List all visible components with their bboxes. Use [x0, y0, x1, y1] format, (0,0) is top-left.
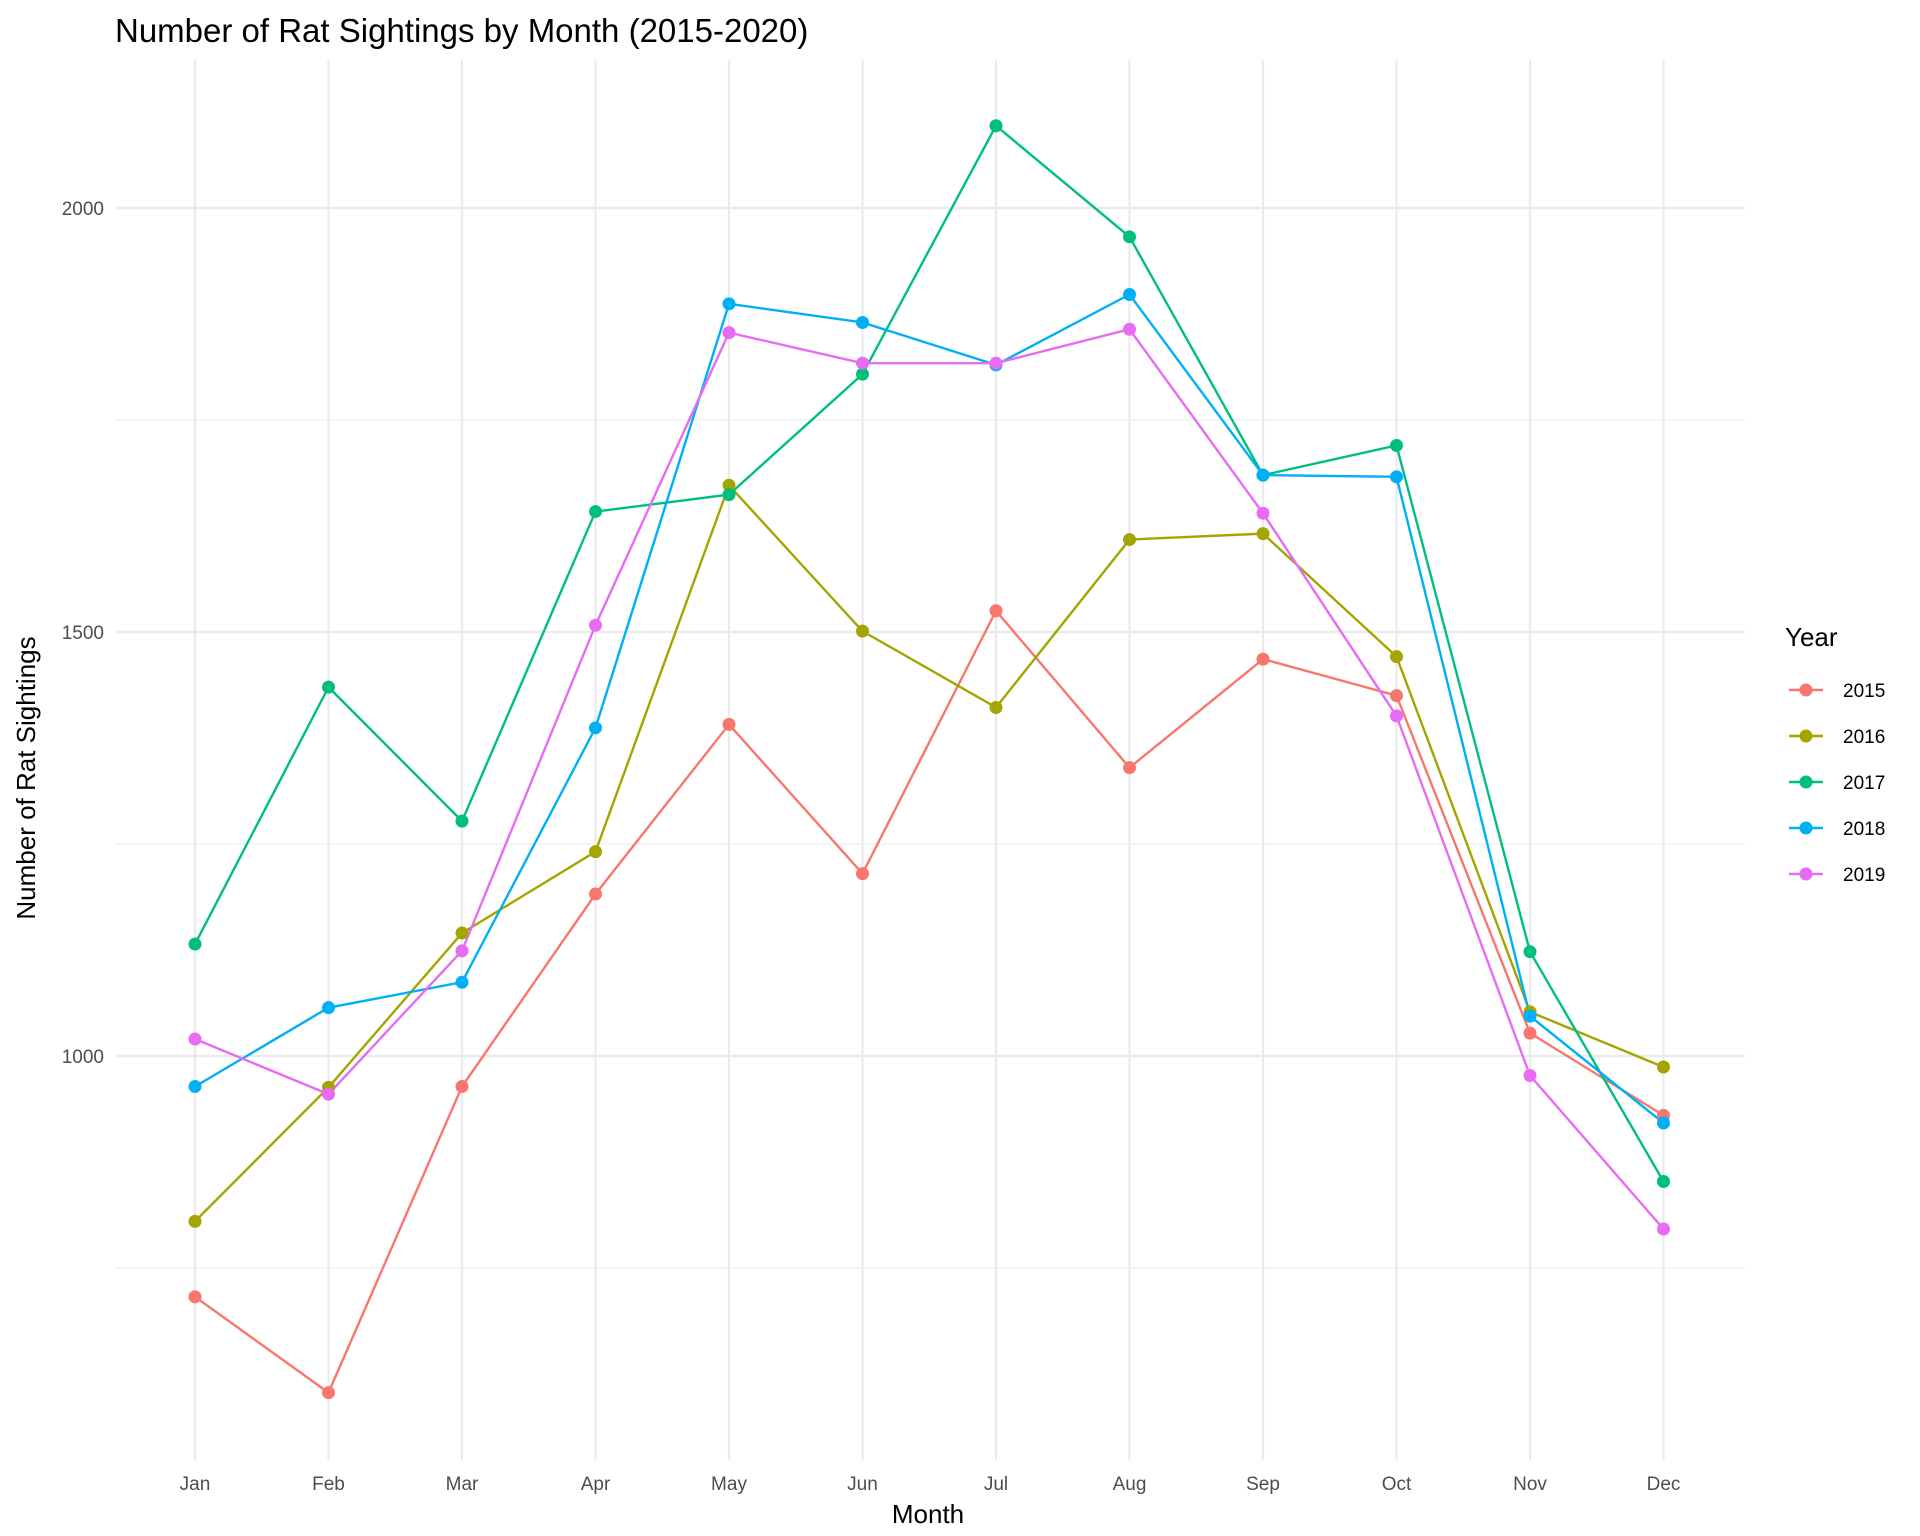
legend-label-2015: 2015	[1843, 681, 1885, 702]
data-point-2017-Mar	[455, 814, 469, 828]
data-point-2018-Oct	[1390, 470, 1403, 484]
data-point-2015-Jul	[989, 604, 1003, 618]
data-point-2017-Dec	[1657, 1175, 1670, 1189]
legend-key-point-2015	[1799, 683, 1813, 697]
legend-label-2017: 2017	[1843, 773, 1885, 794]
data-point-2015-Apr	[589, 887, 602, 901]
data-point-2018-Aug	[1123, 287, 1136, 301]
x-tick-label: Nov	[1513, 1474, 1547, 1495]
series-lines	[193, 123, 1665, 1395]
legend-label-2018: 2018	[1843, 819, 1885, 840]
data-point-2019-May	[722, 326, 736, 340]
x-axis-ticks: Jan Feb Mar Apr May Jun Jul Aug Sep Oct Nov Dec	[180, 1474, 1681, 1495]
data-point-2017-Aug	[1123, 230, 1136, 244]
data-point-2018-Dec	[1657, 1116, 1670, 1130]
x-tick-label: Dec	[1647, 1474, 1681, 1495]
x-tick-label: Sep	[1246, 1474, 1280, 1495]
series-points	[188, 119, 1670, 1400]
data-point-2015-Jun	[856, 867, 869, 881]
data-point-2018-Jan	[188, 1080, 202, 1094]
data-point-2017-Jan	[188, 937, 202, 951]
data-point-2017-Nov	[1523, 945, 1537, 959]
chart-title: Number of Rat Sightings by Month (2015-2…	[115, 12, 808, 49]
data-point-2019-Oct	[1390, 709, 1403, 723]
x-tick-label: Mar	[446, 1474, 479, 1495]
series-line-2018	[194, 292, 1665, 1124]
legend-label-2016: 2016	[1843, 727, 1885, 748]
legend-title: Year	[1785, 622, 1838, 652]
data-point-2016-Apr	[589, 845, 602, 859]
data-point-2017-Jun	[856, 367, 869, 381]
data-point-2016-Mar	[455, 926, 469, 940]
data-point-2018-Apr	[589, 721, 602, 735]
x-tick-label: May	[711, 1474, 747, 1495]
x-tick-label: Oct	[1382, 1474, 1412, 1495]
data-point-2016-Dec	[1657, 1060, 1670, 1074]
data-point-2017-Jul	[989, 119, 1003, 133]
data-point-2015-May	[722, 717, 736, 731]
data-point-2016-May	[722, 478, 736, 492]
y-axis-title: Number of Rat Sightings	[11, 636, 41, 919]
x-tick-label: Jan	[180, 1474, 211, 1495]
x-tick-label: Aug	[1113, 1474, 1147, 1495]
x-tick-label: Feb	[312, 1474, 345, 1495]
data-point-2019-Jan	[188, 1032, 202, 1046]
data-point-2016-Sep	[1256, 527, 1270, 541]
data-point-2015-Mar	[455, 1080, 469, 1094]
y-axis-ticks: 1000 1500 2000	[62, 199, 104, 1068]
x-tick-label: Jul	[984, 1474, 1008, 1495]
legend: Year 2015 2016 2017 2018 2019	[1785, 622, 1885, 886]
data-point-2018-Nov	[1523, 1009, 1537, 1023]
data-point-2019-Jul	[989, 356, 1003, 370]
legend-label-2019: 2019	[1843, 865, 1885, 886]
x-axis-title: Month	[892, 1499, 964, 1529]
data-point-2016-Jul	[989, 700, 1003, 714]
data-point-2015-Jan	[188, 1290, 202, 1304]
data-point-2019-Mar	[455, 944, 469, 958]
data-point-2019-Aug	[1123, 322, 1136, 336]
y-tick-label: 1500	[62, 623, 104, 644]
x-tick-label: Apr	[581, 1474, 611, 1495]
data-point-2018-Mar	[455, 975, 469, 989]
legend-key-point-2019	[1799, 867, 1813, 881]
y-tick-label: 2000	[62, 199, 104, 220]
data-point-2018-Jun	[856, 315, 869, 329]
data-point-2019-Sep	[1256, 506, 1270, 520]
data-point-2017-Oct	[1390, 438, 1403, 452]
data-point-2019-Jun	[856, 356, 869, 370]
data-point-2015-Feb	[322, 1386, 335, 1400]
data-point-2015-Nov	[1523, 1026, 1537, 1040]
data-point-2019-Feb	[322, 1087, 335, 1101]
y-tick-label: 1000	[62, 1047, 104, 1068]
grid	[115, 60, 1745, 1460]
data-point-2016-Oct	[1390, 650, 1403, 664]
data-point-2017-Feb	[322, 680, 335, 694]
data-point-2016-Aug	[1123, 533, 1136, 547]
data-point-2015-Oct	[1390, 689, 1403, 703]
data-point-2018-Sep	[1256, 468, 1270, 482]
data-point-2015-Aug	[1123, 761, 1136, 775]
legend-key-point-2018	[1799, 821, 1813, 835]
data-point-2017-May	[722, 488, 736, 502]
data-point-2019-Nov	[1523, 1069, 1537, 1083]
x-tick-label: Jun	[847, 1474, 878, 1495]
series-line-2017	[193, 123, 1665, 1183]
data-point-2018-May	[722, 297, 736, 311]
data-point-2016-Jun	[856, 624, 869, 638]
data-point-2017-Apr	[589, 505, 602, 519]
data-point-2019-Apr	[589, 618, 602, 632]
series-line-2016	[194, 483, 1664, 1223]
legend-key-point-2017	[1799, 775, 1813, 789]
series-line-2015	[194, 608, 1665, 1395]
data-point-2019-Dec	[1657, 1222, 1670, 1236]
data-point-2015-Sep	[1256, 652, 1270, 666]
series-line-2019	[194, 327, 1665, 1230]
data-point-2018-Feb	[322, 1001, 335, 1015]
data-point-2016-Jan	[188, 1214, 202, 1228]
legend-key-point-2016	[1799, 729, 1813, 743]
